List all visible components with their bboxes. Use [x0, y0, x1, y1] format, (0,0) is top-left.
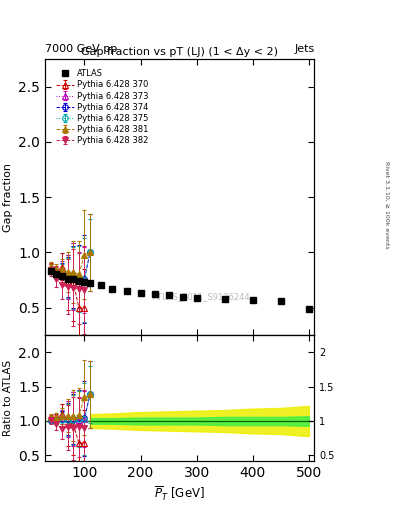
ATLAS: [180, 293, 185, 300]
ATLAS: [88, 280, 92, 286]
ATLAS: [166, 292, 171, 298]
Text: Jets: Jets: [294, 44, 314, 54]
X-axis label: $\overline{P}_T$ [GeV]: $\overline{P}_T$ [GeV]: [154, 485, 205, 503]
ATLAS: [250, 297, 255, 303]
Text: 7000 GeV pp: 7000 GeV pp: [45, 44, 118, 54]
ATLAS: [138, 290, 143, 296]
ATLAS: [77, 278, 81, 284]
ATLAS: [71, 276, 75, 282]
Text: Rivet 3.1.10, ≥ 100k events: Rivet 3.1.10, ≥ 100k events: [385, 161, 389, 249]
ATLAS: [110, 286, 115, 292]
ATLAS: [278, 298, 283, 304]
ATLAS: [54, 271, 59, 278]
ATLAS: [82, 279, 87, 285]
Legend: ATLAS, Pythia 6.428 370, Pythia 6.428 373, Pythia 6.428 374, Pythia 6.428 375, P: ATLAS, Pythia 6.428 370, Pythia 6.428 37…: [52, 66, 152, 148]
ATLAS: [307, 306, 311, 312]
ATLAS: [60, 272, 64, 279]
ATLAS: [194, 294, 199, 301]
Text: ATLAS_2011_S9126244: ATLAS_2011_S9126244: [152, 292, 250, 301]
ATLAS: [48, 268, 53, 274]
Y-axis label: Gap fraction: Gap fraction: [3, 162, 13, 231]
Line: ATLAS: ATLAS: [48, 268, 312, 311]
ATLAS: [99, 283, 104, 289]
ATLAS: [152, 291, 157, 297]
Y-axis label: Ratio to ATLAS: Ratio to ATLAS: [3, 360, 13, 436]
Title: Gap fraction vs pT (LJ) (1 < Δy < 2): Gap fraction vs pT (LJ) (1 < Δy < 2): [81, 47, 278, 57]
ATLAS: [65, 276, 70, 282]
ATLAS: [124, 288, 129, 294]
ATLAS: [222, 295, 227, 302]
